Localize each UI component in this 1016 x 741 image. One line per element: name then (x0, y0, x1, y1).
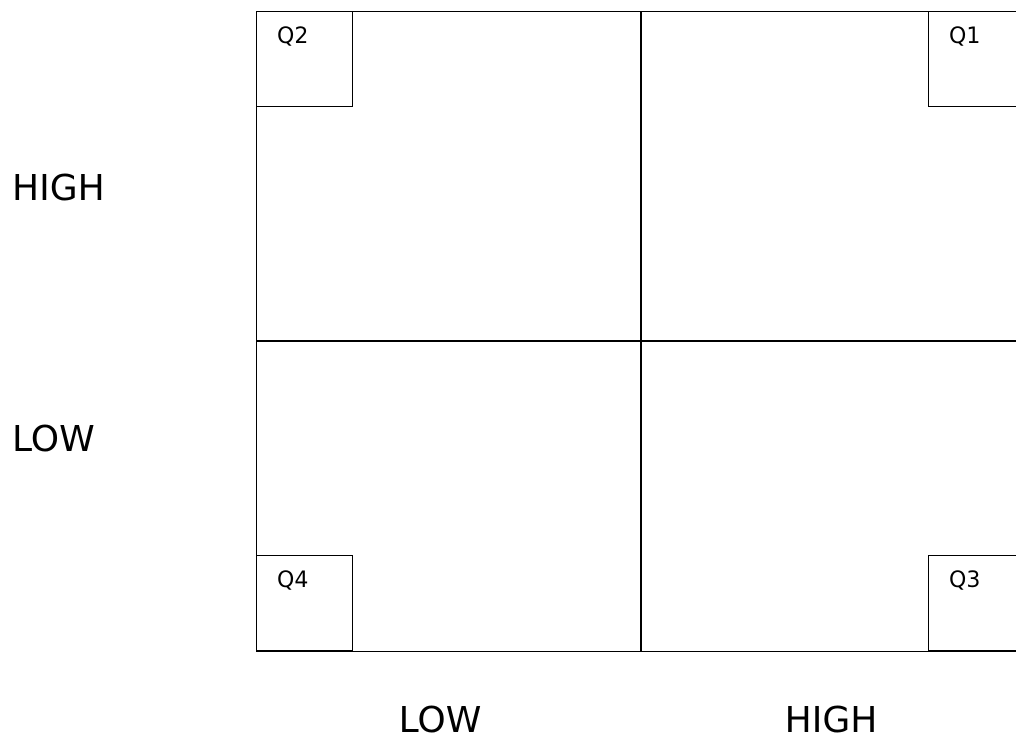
horizontal-divider (256, 340, 1016, 342)
quadrant-q4-box: Q4 (256, 555, 353, 651)
x-axis-low-label: LOW (398, 700, 482, 741)
vertical-divider (640, 11, 642, 652)
quadrant-q3-box: Q3 (928, 555, 1016, 651)
quadrant-matrix (256, 11, 1016, 652)
quadrant-q2-label: Q2 (277, 24, 309, 49)
quadrant-q2-box: Q2 (256, 11, 353, 107)
y-axis-high-label: HIGH (12, 168, 105, 209)
quadrant-q1-box: Q1 (928, 11, 1016, 107)
x-axis-high-label: HIGH (784, 700, 878, 741)
quadrant-q4-label: Q4 (277, 568, 309, 593)
y-axis-low-label: LOW (12, 419, 95, 460)
quadrant-q3-label: Q3 (949, 568, 981, 593)
quadrant-q1-label: Q1 (949, 24, 981, 49)
